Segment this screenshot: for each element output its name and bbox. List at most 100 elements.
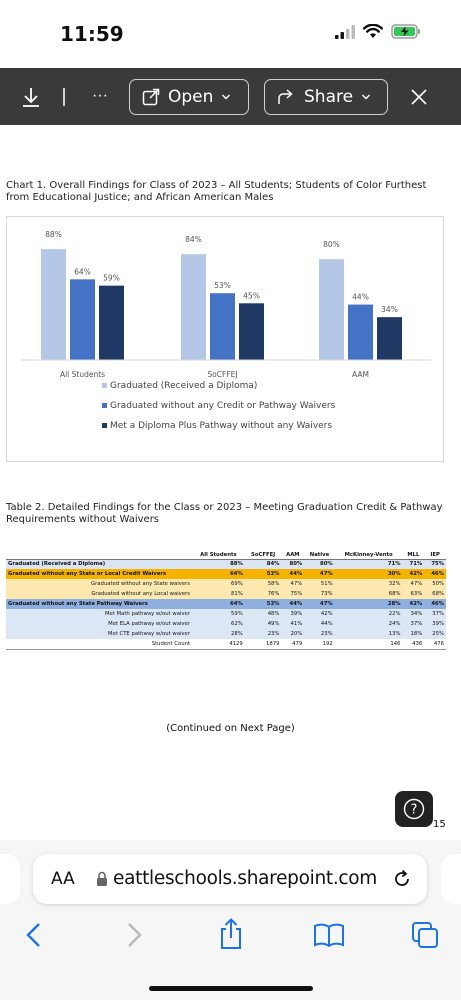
bar-data-label: 84%	[185, 235, 202, 244]
close-button[interactable]	[406, 84, 432, 110]
table-row: Graduated without any State waivers 69% 58…	[6, 579, 446, 589]
row-label: Graduated without any State Pathway Waiv…	[8, 601, 148, 607]
table-cell: 146	[334, 639, 403, 650]
browser-bottom-bar: AA eattleschools.sharepoint.com	[0, 840, 461, 1000]
table-cell: 64%	[230, 571, 243, 577]
share-button[interactable]: Share	[264, 79, 388, 115]
row-label: Graduated (Received a Diploma)	[6, 558, 192, 569]
previous-tab-edge[interactable]	[0, 854, 20, 904]
column-header: IEP	[430, 551, 440, 558]
table-cell: 63%	[410, 591, 423, 597]
category-label: SoCFFEJ	[207, 370, 237, 379]
table-cell: 58%	[267, 581, 280, 587]
header-blank	[6, 537, 192, 559]
column-header: MLL	[407, 551, 420, 558]
battery-charging-icon	[391, 24, 420, 39]
share-button-label: Share	[304, 87, 354, 107]
table-cell: 42%	[320, 611, 333, 617]
table-cell: 47%	[290, 581, 303, 587]
table-cell: 479	[281, 639, 305, 650]
more-options-button[interactable]: ···	[92, 87, 108, 104]
table-cell: 75%	[290, 591, 303, 597]
back-icon[interactable]	[24, 922, 44, 948]
help-icon: ?	[403, 798, 425, 820]
table-cell: 39%	[290, 611, 303, 617]
status-time: 11:59	[60, 22, 124, 46]
bar-data-label: 45%	[243, 291, 260, 300]
table-cell: 80%	[281, 558, 305, 569]
help-icon-glyph: ?	[411, 803, 418, 818]
open-button-label: Open	[168, 87, 214, 107]
category-label: AAM	[352, 370, 369, 379]
column-header: McKinney-Vento	[344, 551, 393, 558]
chevron-down-icon	[362, 94, 371, 100]
help-button[interactable]: ?	[395, 791, 433, 827]
page-settings-button[interactable]: AA	[51, 869, 75, 889]
download-button[interactable]	[18, 84, 44, 110]
table-cell: 28%	[231, 631, 243, 637]
address-bar[interactable]: AA eattleschools.sharepoint.com	[33, 854, 427, 904]
table-cell: 46%	[431, 571, 444, 577]
table-cell: 42%	[409, 601, 423, 607]
next-tab-edge[interactable]	[441, 854, 461, 904]
bar-socffej-0	[181, 254, 206, 360]
bar-socffej-1	[210, 293, 235, 360]
bar-socffej-2	[239, 303, 264, 360]
table-cell: 50%	[432, 581, 444, 587]
column-header: Native	[309, 551, 330, 558]
table-cell: 37%	[432, 611, 444, 617]
legend-swatch	[102, 383, 107, 388]
legend-swatch	[102, 423, 107, 428]
page-number: 15	[433, 819, 446, 830]
bar-data-label: 53%	[214, 281, 231, 290]
table-header-row: All Students SoCFFEJ AAM Native McKinney-Ven…	[6, 537, 446, 559]
bar-aam-2	[377, 317, 402, 360]
table-cell: 51%	[320, 581, 333, 587]
bar-data-label: 34%	[381, 305, 398, 314]
browser-toolbar	[0, 918, 461, 958]
table-cell: 47%	[320, 571, 333, 577]
table-cell: 59%	[231, 611, 243, 617]
forward-icon[interactable]	[124, 922, 144, 948]
table-cell: 32%	[388, 581, 401, 587]
close-icon	[411, 89, 427, 105]
row-label: Met CTE pathway w/out waiver	[107, 631, 190, 637]
table-cell: 69%	[231, 581, 243, 587]
table-cell: 64%	[230, 601, 243, 607]
row-label: Graduated without any State waivers	[91, 581, 190, 587]
table-cell: 23%	[267, 631, 280, 637]
table-cell: 53%	[266, 601, 280, 607]
lock-icon	[97, 871, 107, 886]
table-cell: 68%	[432, 591, 444, 597]
bar-all-students-2	[99, 285, 124, 360]
table-row: Graduated (Received a Diploma) 88% 84% 80% 8…	[6, 558, 446, 569]
bar-all-students-1	[70, 279, 95, 360]
table-cell: 24%	[388, 621, 401, 627]
reload-icon[interactable]	[392, 869, 412, 889]
bar-data-label: 44%	[352, 293, 369, 302]
row-label: Graduated without any State or Local Cre…	[8, 571, 167, 577]
table-cell: 48%	[267, 611, 280, 617]
chart-frame: 88% 64% 59% All Students 84% 53% 45% SoCFFEJ 80%…	[6, 216, 444, 462]
table-cell: 68%	[388, 591, 401, 597]
column-header: All Students	[200, 551, 237, 558]
table-cell: 4129	[192, 639, 245, 650]
chevron-down-icon	[222, 94, 231, 100]
column-header: SoCFFEJ	[251, 551, 276, 558]
findings-table: All Students SoCFFEJ AAM Native McKinney-Ven…	[6, 537, 446, 650]
tabs-icon[interactable]	[411, 921, 439, 949]
bookmarks-icon[interactable]	[313, 923, 345, 947]
legend-swatch	[102, 403, 107, 408]
table-cell: 436	[402, 639, 425, 650]
open-button[interactable]: Open	[129, 79, 249, 115]
table-cell: 47%	[320, 601, 333, 607]
share-icon[interactable]	[218, 918, 244, 950]
document-toolbar: ··· Open Share	[0, 68, 461, 125]
table-cell: 47%	[410, 581, 423, 587]
open-external-icon	[142, 88, 160, 106]
table-cell: 22%	[388, 611, 401, 617]
table-cell: 49%	[267, 621, 280, 627]
row-label: Student Count	[6, 639, 192, 650]
table-cell: 71%	[402, 558, 425, 569]
share-arrow-icon	[278, 88, 293, 104]
